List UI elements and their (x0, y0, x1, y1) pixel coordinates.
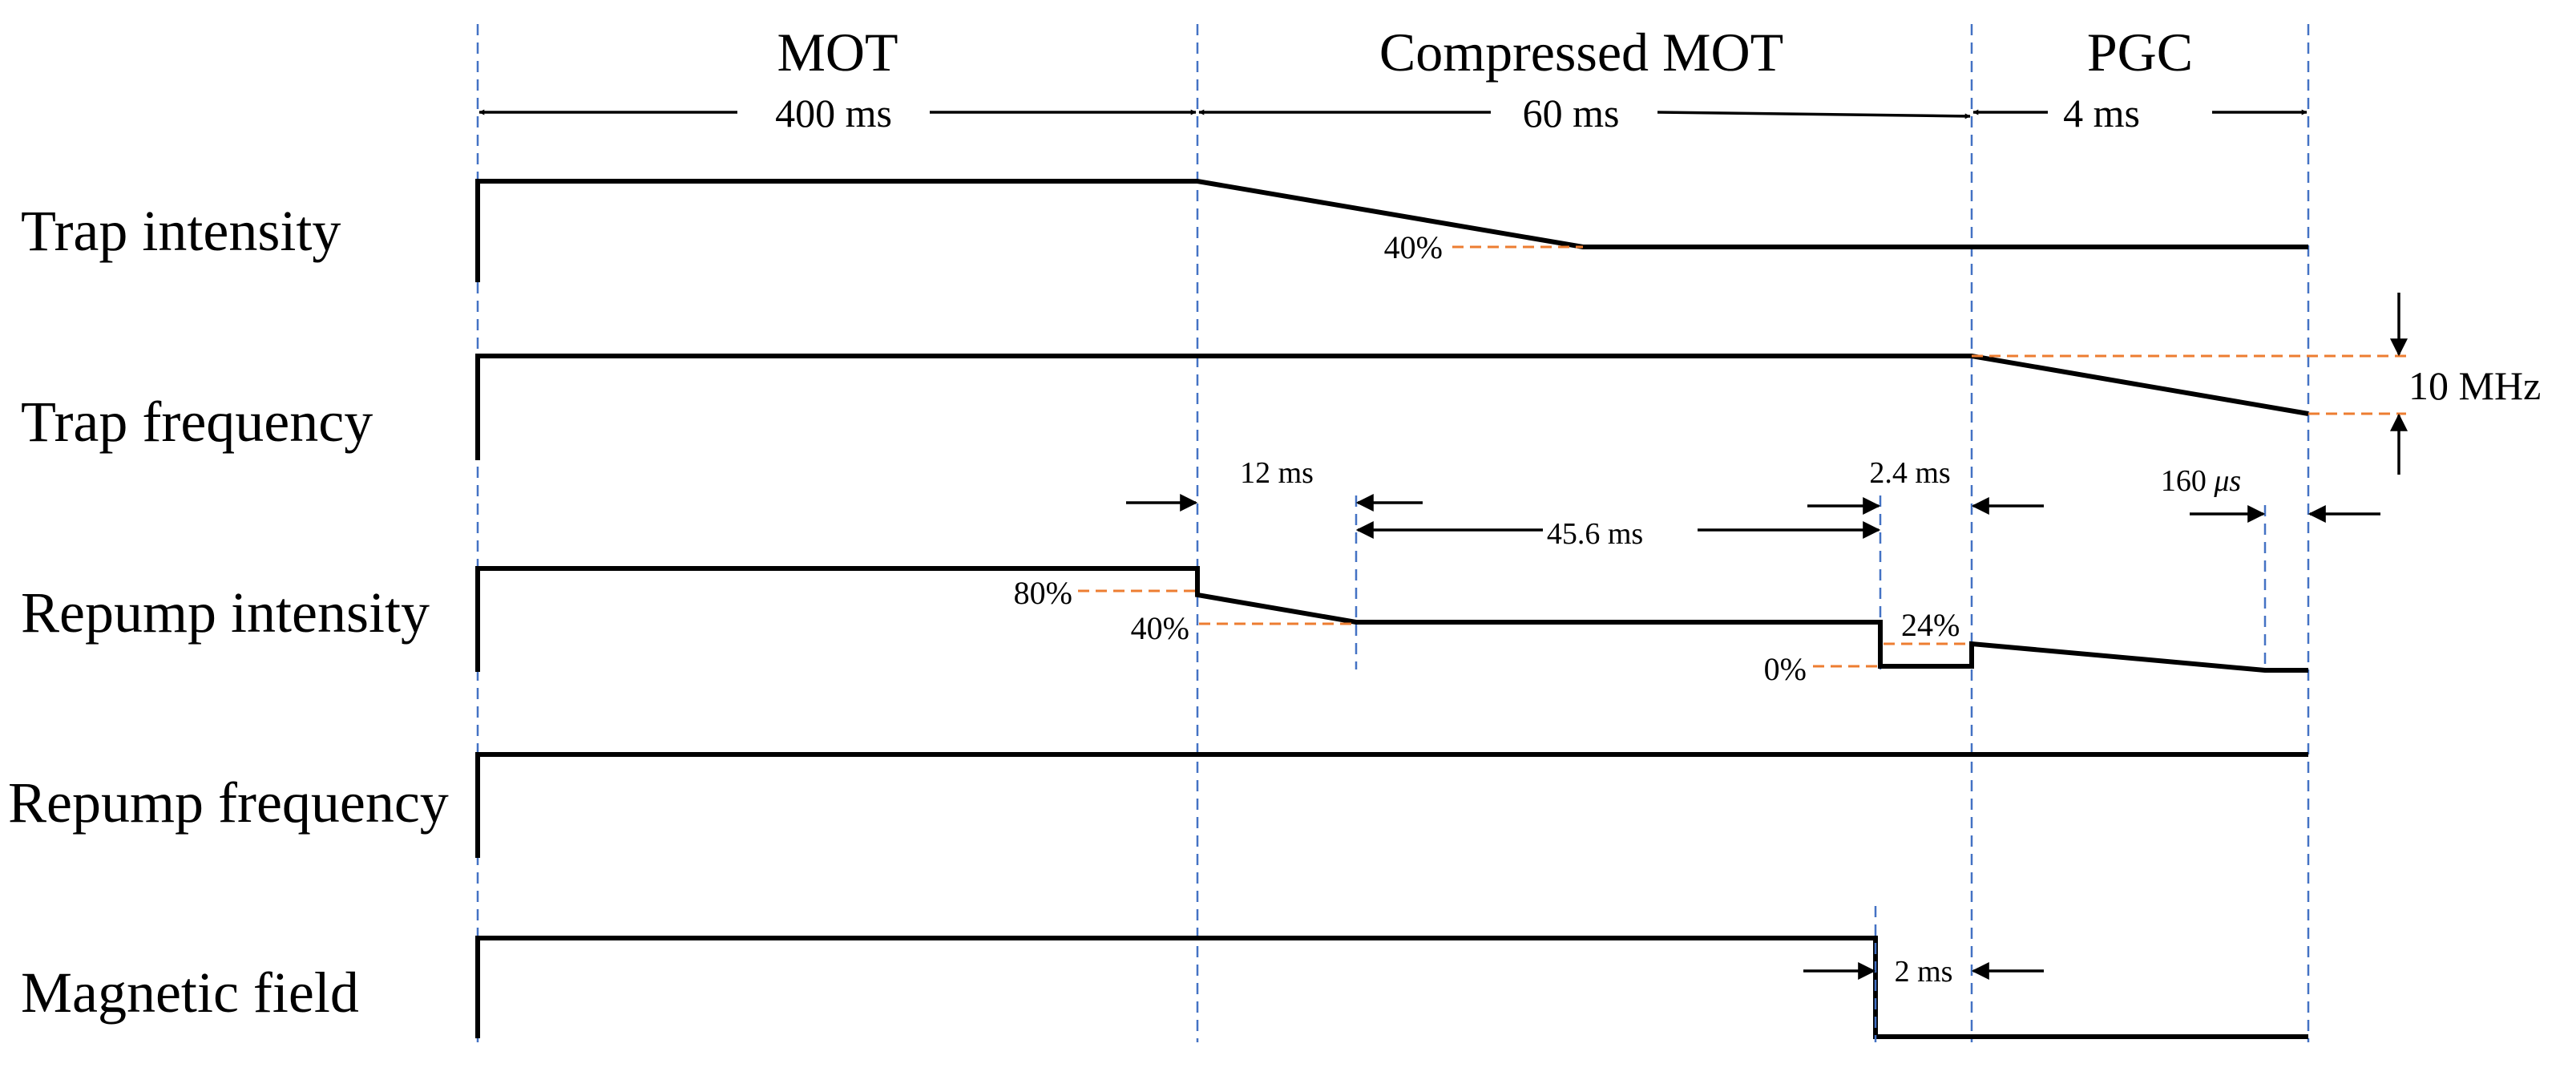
repump-level-80-label: 80% (1014, 575, 1072, 611)
pgc-final-duration-value: 160 (2161, 464, 2215, 498)
phase-duration-cmot: 60 ms (1523, 91, 1620, 135)
row-label-trap-frequency: Trap frequency (21, 390, 373, 454)
phase-title-pgc: PGC (2087, 22, 2193, 83)
field-off-duration-label: 2 ms (1895, 955, 1953, 989)
phase-duration-mot: 400 ms (775, 91, 892, 135)
row-label-trap-intensity: Trap intensity (21, 199, 341, 263)
repump-intensity-waveform (475, 566, 2308, 673)
repump-level-40-label: 40% (1131, 610, 1189, 646)
trap-intensity-row: 40% (475, 179, 2308, 282)
repump-frequency-row (475, 752, 2308, 858)
trap-intensity-waveform (475, 179, 2308, 282)
repump-intensity-row: 80% 40% 0% 24% (475, 566, 2308, 687)
trap-intensity-level-label: 40% (1384, 229, 1443, 265)
magnetic-field-row: 2 ms (475, 906, 2308, 1042)
row-label-magnetic-field: Magnetic field (21, 961, 359, 1025)
repump-hold-duration-label: 45.6 ms (1547, 517, 1643, 551)
arrow-cmot-right (1657, 111, 1971, 119)
repump-ramp-duration-label: 12 ms (1240, 456, 1314, 490)
repump-intensity-timing: 12 ms 45.6 ms 2.4 ms 160 μs (1126, 456, 2380, 551)
phase-title-mot: MOT (777, 22, 898, 83)
repump-level-24-label: 24% (1901, 607, 1960, 643)
repump-frequency-waveform (475, 752, 2308, 858)
trap-frequency-row: 10 MHz (475, 293, 2541, 475)
row-label-repump-frequency: Repump frequency (8, 770, 449, 835)
repump-off-duration-label: 2.4 ms (1869, 456, 1950, 490)
row-labels: Trap intensity Trap frequency Repump int… (8, 199, 449, 1025)
phase-dividers (476, 24, 2310, 1042)
row-label-repump-intensity: Repump intensity (21, 580, 430, 645)
phase-duration-pgc: 4 ms (2063, 91, 2140, 135)
pgc-final-duration-label: 160 μs (2161, 464, 2241, 498)
trap-frequency-shift-label: 10 MHz (2408, 363, 2541, 408)
phase-title-cmot: Compressed MOT (1379, 22, 1783, 83)
pgc-final-duration-unit: μs (2213, 464, 2241, 498)
magnetic-field-waveform (475, 936, 2308, 1039)
trap-frequency-waveform (475, 354, 2309, 460)
phase-header: MOT Compressed MOT PGC 400 ms 60 ms 4 ms (478, 22, 2307, 135)
repump-level-0-label: 0% (1764, 651, 1807, 687)
